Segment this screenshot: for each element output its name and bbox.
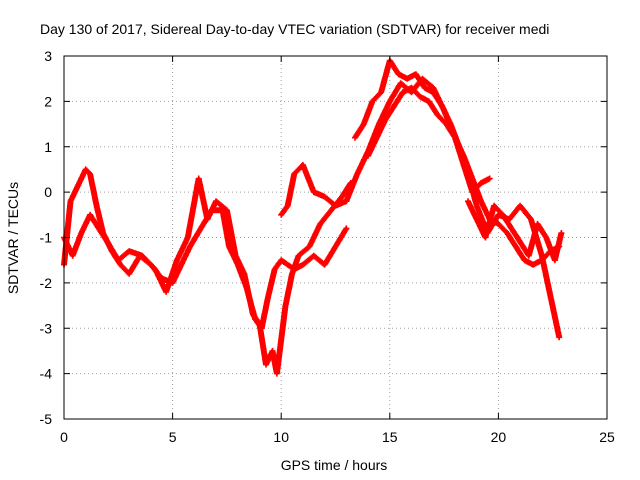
x-tick-labels: 0 5 10 15 20 25 — [60, 429, 615, 445]
y-axis-title: SDTVAR / TECUs — [5, 182, 21, 294]
x-tick-label: 5 — [169, 429, 177, 445]
y-tick-label: -5 — [40, 411, 53, 427]
series-track-2 — [61, 175, 354, 377]
x-tick-label: 25 — [599, 429, 615, 445]
series-track-6 — [365, 84, 563, 268]
x-tick-label: 15 — [382, 429, 398, 445]
y-tick-label: -2 — [40, 275, 53, 291]
series-track-4 — [352, 57, 563, 341]
y-tick-label: -3 — [40, 320, 53, 336]
data-marker-trace — [365, 84, 563, 268]
y-tick-labels: -5 -4 -3 -2 -1 0 1 2 3 — [40, 48, 53, 427]
x-tick-label: 10 — [273, 429, 289, 445]
data-points — [61, 57, 565, 377]
data-marker-trace — [61, 175, 354, 377]
series-track-5 — [465, 198, 565, 264]
y-tick-label: 2 — [44, 93, 52, 109]
grid — [64, 56, 607, 419]
chart-title: Day 130 of 2017, Sidereal Day-to-day VTE… — [40, 21, 549, 37]
data-marker-trace — [465, 198, 565, 264]
y-tick-label: -4 — [40, 366, 53, 382]
y-tick-label: -1 — [40, 230, 53, 246]
y-tick-label: 3 — [44, 48, 52, 64]
x-tick-label: 0 — [60, 429, 68, 445]
axis-ticks — [63, 55, 608, 420]
x-tick-label: 20 — [491, 429, 507, 445]
y-tick-label: 0 — [44, 184, 52, 200]
plot-frame — [63, 55, 608, 420]
y-tick-label: 1 — [44, 139, 52, 155]
data-marker-trace — [352, 57, 563, 341]
x-axis-title: GPS time / hours — [281, 457, 388, 473]
